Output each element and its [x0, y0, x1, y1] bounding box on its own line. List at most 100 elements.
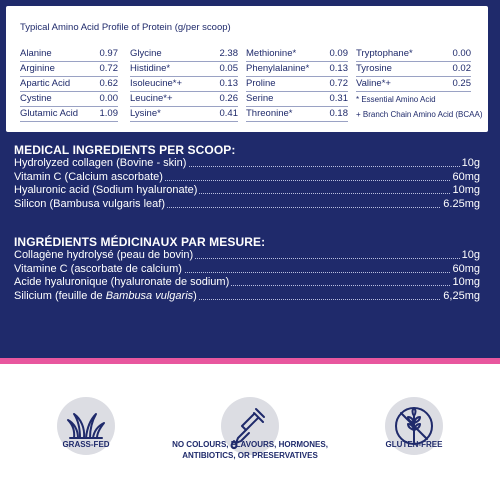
- name-italic: Bambusa vulgaris: [105, 289, 194, 302]
- ingredient-amount: 10mg: [450, 184, 480, 196]
- ingredient-row: Hydrolyzed collagen (Bovine - skin) 10g: [14, 157, 480, 171]
- row-divider: [130, 106, 238, 107]
- ingredient-row: Silicium (feuille de Bambusa vulgaris) 6…: [14, 289, 480, 304]
- bcaa-note: + Branch Chain Amino Acid (BCAA): [356, 110, 483, 119]
- row-divider: [246, 91, 348, 92]
- row-divider: [130, 91, 238, 92]
- row-divider: [356, 61, 471, 62]
- amino-value: 0.05: [219, 63, 239, 74]
- amino-value: 0.18: [329, 108, 349, 119]
- row-divider: [356, 76, 471, 77]
- row-divider: [130, 121, 238, 122]
- ingredient-amount: 10g: [459, 249, 480, 261]
- medical-ingredients-fr: INGRÉDIENTS MÉDICINAUX PAR MESURE: Colla…: [14, 235, 480, 303]
- medical-heading-fr: INGRÉDIENTS MÉDICINAUX PAR MESURE:: [14, 235, 266, 249]
- ingredient-name: Collagène hydrolysé (peau de bovin): [14, 249, 196, 261]
- row-divider: [246, 76, 348, 77]
- amino-name: Tryptophane*: [356, 48, 413, 59]
- amino-table-title: Typical Amino Acid Profile of Protein (g…: [20, 22, 231, 33]
- amino-value: 0.31: [329, 93, 349, 104]
- ingredient-row: Hyaluronic acid (Sodium hyaluronate) 10m…: [14, 184, 480, 198]
- ingredient-name: Hyaluronic acid (Sodium hyaluronate): [14, 184, 200, 196]
- dot-leader: [14, 285, 480, 286]
- amino-name: Leucine*+: [130, 93, 173, 104]
- badge-label-grass-fed: GRASS-FED: [36, 439, 136, 450]
- amino-name: Isoleucine*+: [130, 78, 183, 89]
- badge-label-no-additives: NO COLOURS, FLAVOURS, HORMONES, ANTIBIOT…: [160, 439, 340, 461]
- amino-name: Arginine: [20, 63, 55, 74]
- dot-leader: [14, 298, 480, 300]
- amino-name: Methionine*: [246, 48, 297, 59]
- ingredient-name: Acide hyaluronique (hyaluronate de sodiu…: [14, 276, 232, 288]
- row-divider: [130, 61, 238, 62]
- row-divider: [20, 61, 118, 62]
- dot-leader: [14, 258, 480, 259]
- dot-leader: [14, 271, 480, 273]
- ingredient-name: Vitamine C (ascorbate de calcium): [14, 262, 184, 275]
- pink-stripe: [0, 358, 500, 364]
- ingredient-row: Acide hyaluronique (hyaluronate de sodiu…: [14, 276, 480, 290]
- amino-value: 0.72: [329, 78, 349, 89]
- ingredient-name: Silicon (Bambusa vulgaris leaf): [14, 197, 168, 210]
- row-divider: [20, 76, 118, 77]
- ingredient-name: Hydrolyzed collagen (Bovine - skin): [14, 157, 189, 169]
- amino-value: 0.13: [219, 78, 239, 89]
- amino-name: Phenylalanine*: [246, 63, 310, 74]
- badge-label-line: NO COLOURS, FLAVOURS, HORMONES,: [172, 440, 328, 449]
- badge-label-line: ANTIBIOTICS, OR PRESERVATIVES: [182, 451, 318, 460]
- ingredient-row: Collagène hydrolysé (peau de bovin) 10g: [14, 249, 480, 263]
- dropper-icon: [221, 397, 279, 455]
- amino-name: Alanine: [20, 48, 52, 59]
- ingredient-name: Vitamin C (Calcium ascorbate): [14, 170, 165, 183]
- row-divider: [246, 61, 348, 62]
- dot-leader: [14, 206, 480, 208]
- amino-acid-card: Typical Amino Acid Profile of Protein (g…: [6, 6, 488, 132]
- amino-value: 0.13: [329, 63, 349, 74]
- ingredient-amount: 60mg: [450, 170, 480, 183]
- row-divider: [356, 91, 471, 92]
- grass-icon: [57, 397, 115, 455]
- amino-value: 0.00: [99, 93, 119, 104]
- amino-name: Glutamic Acid: [20, 108, 79, 119]
- amino-name: Threonine*: [246, 108, 293, 119]
- amino-value: 0.41: [219, 108, 239, 119]
- amino-value: 2.38: [219, 48, 239, 59]
- medical-heading-en: MEDICAL INGREDIENTS PER SCOOP:: [14, 143, 236, 157]
- row-divider: [246, 106, 348, 107]
- amino-name: Cystine: [20, 93, 52, 104]
- amino-value: 0.02: [452, 63, 472, 74]
- ingredient-row: Vitamin C (Calcium ascorbate) 60mg: [14, 170, 480, 185]
- amino-name: Lysine*: [130, 108, 161, 119]
- amino-value: 0.72: [99, 63, 119, 74]
- row-divider: [20, 91, 118, 92]
- amino-value: 0.25: [452, 78, 472, 89]
- amino-value: 1.09: [99, 108, 119, 119]
- amino-name: Proline: [246, 78, 276, 89]
- ingredient-row: Vitamine C (ascorbate de calcium) 60mg: [14, 262, 480, 277]
- name-suffix: ): [193, 289, 197, 302]
- ingredient-row: Silicon (Bambusa vulgaris leaf) 6.25mg: [14, 197, 480, 212]
- badge-label-line: GRASS-FED: [62, 440, 110, 449]
- amino-name: Histidine*: [130, 63, 171, 74]
- amino-name: Apartic Acid: [20, 78, 71, 89]
- dot-leader: [14, 193, 480, 194]
- ingredient-amount: 6.25mg: [441, 197, 480, 210]
- row-divider: [20, 106, 118, 107]
- row-divider: [246, 121, 348, 122]
- dot-leader: [14, 179, 480, 181]
- amino-value: 0.62: [99, 78, 119, 89]
- amino-name: Valine*+: [356, 78, 391, 89]
- row-divider: [130, 76, 238, 77]
- no-wheat-icon: [385, 397, 443, 455]
- row-divider: [20, 121, 118, 122]
- amino-value: 0.26: [219, 93, 239, 104]
- amino-name: Glycine: [130, 48, 162, 59]
- ingredient-amount: 60mg: [450, 262, 480, 275]
- amino-value: 0.97: [99, 48, 119, 59]
- badge-label-gluten-free: GLUTEN-FREE: [364, 439, 464, 450]
- amino-name: Serine: [246, 93, 274, 104]
- amino-value: 0.09: [329, 48, 349, 59]
- badge-label-line: GLUTEN-FREE: [385, 440, 443, 449]
- ingredient-amount: 6,25mg: [441, 289, 480, 302]
- amino-value: 0.00: [452, 48, 472, 59]
